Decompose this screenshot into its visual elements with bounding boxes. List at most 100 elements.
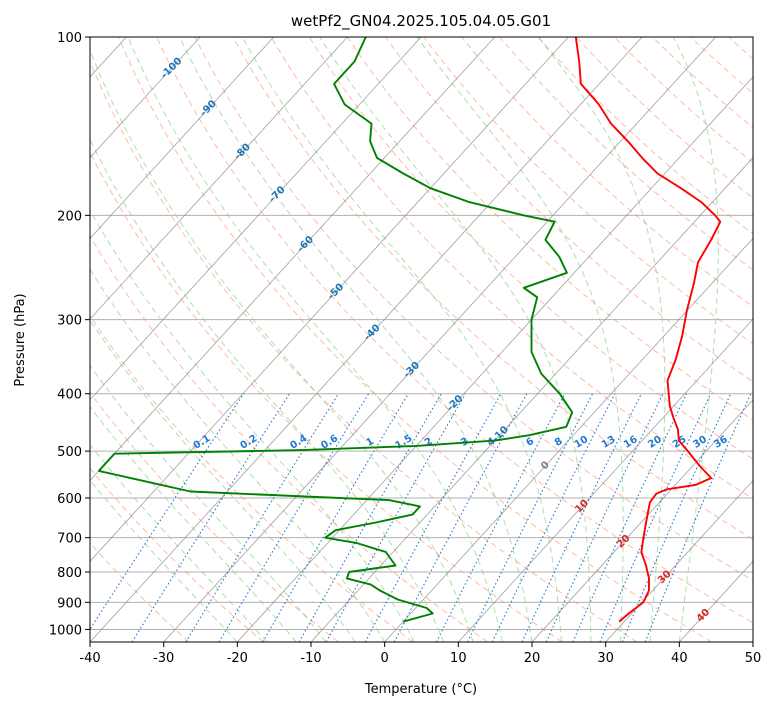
y-tick-label: 800 [57,566,82,581]
mixing-ratio-label: 30 [691,434,709,451]
x-tick-label: -10 [300,651,321,666]
moist-adiabat [90,479,238,642]
mixing-ratio-line [325,393,467,642]
dry-adiabat [385,37,753,383]
x-tick-label: -30 [153,651,174,666]
moist-adiabat [179,37,533,642]
dry-adiabat [346,37,753,421]
mixing-ratio-line [131,393,291,642]
mixing-ratio-label: 16 [622,434,640,451]
mixing-ratio-line [599,393,712,642]
isotherm-line [531,399,753,642]
moist-adiabat [90,443,268,642]
x-tick-label: 40 [671,651,688,666]
isotherm-line [90,37,496,482]
moist-adiabats [90,37,719,642]
mixing-ratio-label: 4 [486,436,498,449]
mixing-ratio-label: 20 [646,434,664,451]
y-tick-label: 100 [57,31,82,46]
isotherm-line [90,37,643,642]
plot-frame [89,36,754,643]
x-axis-label: Temperature (°C) [364,682,477,697]
mixing-ratio-label: 6 [524,436,536,449]
x-tick-label: 0 [381,651,389,666]
isotherm-line [90,37,275,239]
dry-adiabat [90,151,563,642]
isotherm-line [237,76,753,642]
y-tick-label: 1000 [49,623,82,638]
dry-adiabat [90,314,414,642]
mixing-ratio-line [435,393,566,642]
dry-adiabat [728,37,753,60]
x-tick-label: 20 [524,651,541,666]
mixing-ratio-label: 0.2 [238,433,259,452]
isotherm-line [90,37,422,401]
isotherm-line [163,37,717,642]
mixing-ratio-label: 1 [364,436,376,449]
y-axis-ticks: 100 200 300 400 500 600 700 800 900 1000 [49,31,90,638]
dry-adiabat [118,37,712,642]
mixing-ratio-label: 36 [712,434,730,451]
mixing-ratio-line [621,393,732,642]
y-tick-label: 700 [57,532,82,547]
dry-adiabat [423,37,753,345]
mixing-ratio-line [393,393,528,642]
x-tick-label: -40 [79,651,100,666]
dry-adiabat [537,37,753,235]
mixing-ratio-label: 10 [573,434,591,451]
mixing-ratio-label: 8 [553,436,565,449]
mixing-ratio-label: 1.5 [394,433,415,452]
x-tick-label: 50 [745,651,762,666]
y-tick-label: 500 [57,445,82,460]
isotherm-line [752,641,753,642]
moist-adiabat [672,37,719,642]
plot-area: 0.1 0.2 0.4 0.6 1 1.5 2 3 4 6 8 10 13 16 20 25 30 36 -100… [90,37,753,642]
isotherm-line [310,157,753,642]
mixing-ratio-label: 2 [423,436,435,449]
moist-adiabat [90,268,386,642]
moist-adiabat [90,209,415,642]
dry-adiabat [90,391,339,642]
mixing-ratio-line [90,393,245,631]
mixing-ratio-line [491,393,616,642]
mixing-ratio-line [644,393,752,642]
mixing-ratio-label: 0.4 [288,433,309,452]
isotherm-line [384,237,753,642]
moist-adiabat [90,48,474,642]
moist-adiabat [127,37,503,642]
temperature-profile-line [574,37,722,623]
x-tick-label: 30 [597,651,614,666]
y-tick-label: 200 [57,209,82,224]
y-tick-label: 900 [57,596,82,611]
mixing-ratio-line [262,393,409,642]
mixing-ratio-lines [90,393,752,642]
moist-adiabat [90,138,445,642]
dry-adiabat [194,37,753,582]
x-tick-label: 10 [450,651,467,666]
dry-adiabat [575,37,753,199]
dry-adiabat [652,37,753,129]
mixing-ratio-label: 13 [600,434,618,451]
dry-adiabats [90,37,753,642]
moist-adiabat [90,405,297,642]
dry-adiabat [90,542,190,642]
y-tick-label: 300 [57,314,82,329]
mixing-ratio-line [521,393,642,642]
chart-title: wetPf2_GN04.2025.105.04.05.G01 [291,12,551,31]
y-tick-label: 400 [57,388,82,403]
moist-adiabat [90,364,327,642]
isotherm-line [605,479,753,642]
isotherms [90,37,753,642]
mixing-ratio-line [545,393,664,642]
dry-adiabat [90,60,638,642]
moist-adiabat [537,37,666,642]
dry-adiabat [232,37,753,540]
x-tick-label: -20 [227,651,248,666]
dry-adiabat [461,37,753,308]
y-axis-label: Pressure (hPa) [13,293,28,386]
mixing-ratio-line [364,393,502,642]
moist-adiabat [90,319,356,642]
isotherm-line [90,37,569,562]
